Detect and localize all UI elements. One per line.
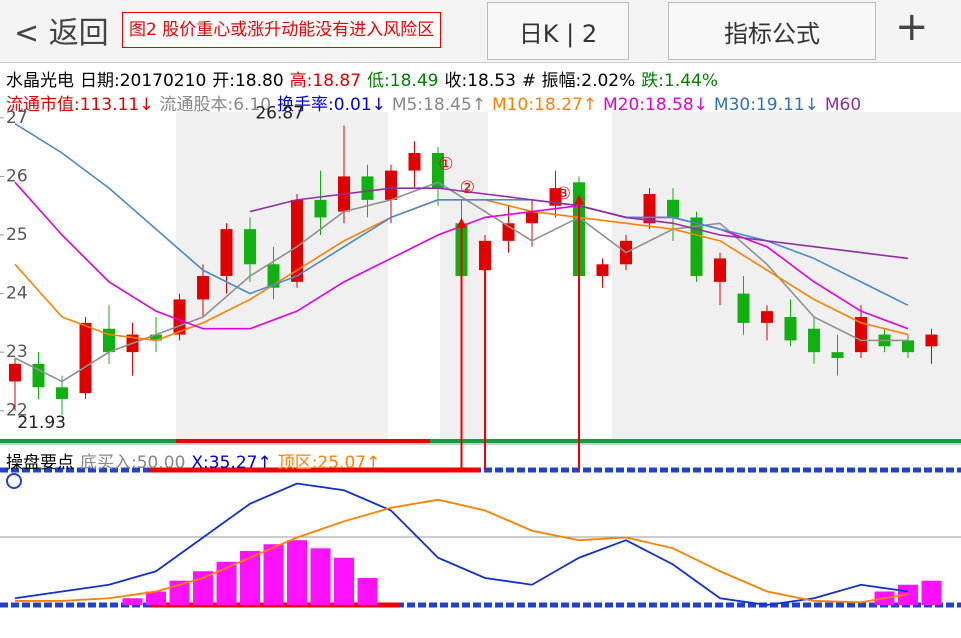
- quote-item: M30:19.11↓: [713, 95, 819, 115]
- quote-item: 水晶光电: [6, 71, 74, 91]
- candle-body: [291, 199, 303, 282]
- period-button[interactable]: 日K | 2: [487, 2, 629, 60]
- back-button[interactable]: < 返回: [14, 16, 109, 51]
- toolbar: < 返回 图2 股价重心或涨升动能没有进入风险区 日K | 2 指标公式 +: [0, 0, 961, 63]
- candle-body: [902, 340, 914, 353]
- shade: [612, 112, 961, 440]
- candle-body: [784, 317, 797, 341]
- bar: [334, 557, 354, 605]
- candle-body: [737, 293, 750, 323]
- candle-body: [32, 363, 45, 388]
- candle-body: [9, 363, 21, 382]
- candle-body: [667, 199, 679, 218]
- bar: [193, 571, 213, 605]
- candle-body: [432, 153, 444, 189]
- quote-item: M10:18.27↑: [492, 95, 597, 115]
- bar: [122, 598, 143, 605]
- candle-body: [549, 188, 562, 206]
- candle-body: [267, 264, 280, 288]
- bar: [357, 578, 378, 605]
- quote-item: 日期:20170210: [80, 71, 207, 91]
- candle-body: [526, 211, 538, 224]
- quote-item: M5:18.45↑: [391, 95, 487, 115]
- annotation: 21.93: [17, 413, 66, 433]
- add-button[interactable]: +: [895, 4, 929, 50]
- y-tick-label: 24: [6, 284, 28, 304]
- candle-body: [314, 199, 327, 218]
- arrow-head: [456, 217, 467, 228]
- candle-body: [197, 276, 209, 300]
- quote-item: 开:18.80: [212, 71, 284, 91]
- indicator-line: [14, 482, 909, 606]
- candle-body: [761, 311, 773, 323]
- bar: [310, 548, 331, 605]
- arrow-head: [574, 194, 584, 205]
- quote-item: 流通股本:6.10: [159, 95, 272, 115]
- candle-body: [714, 258, 726, 282]
- candle-body: [643, 194, 656, 224]
- candle-body: [150, 334, 162, 341]
- ma-line: [14, 123, 909, 307]
- y-tick-label: 22: [6, 401, 28, 421]
- quote-item: 操盘要点: [6, 453, 74, 473]
- quote-item: 换手率:0.01↓: [277, 95, 386, 115]
- quote-line: 水晶光电 日期:20170210 开:18.80 高:18.87 低:18.49 收:18…: [6, 66, 724, 91]
- quote-item: 高:18.87: [289, 71, 362, 91]
- y-tick-label: 27: [6, 108, 28, 128]
- bar: [216, 561, 237, 605]
- candle-body: [808, 328, 820, 353]
- candle-body: [408, 153, 421, 171]
- candle-body: [220, 229, 233, 276]
- candle-body: [56, 387, 68, 399]
- candle-body: [385, 170, 397, 200]
- quote-item: 流通市值:113.11↓: [6, 95, 154, 115]
- ma-line: [14, 181, 908, 383]
- quote-item: M60: [824, 95, 862, 115]
- quote-item: 低:18.49: [367, 71, 439, 91]
- bar: [287, 540, 307, 605]
- back-label: 返回: [48, 16, 109, 51]
- candle-body: [173, 299, 186, 335]
- indicator-line: 操盘要点 底买入:50.00 X:35.27↑ 顶区:25.07↑: [6, 448, 386, 473]
- annotation: 26.87: [255, 103, 304, 123]
- marker: [6, 473, 22, 489]
- bar: [240, 551, 260, 605]
- y-tick-label: 26: [6, 166, 28, 186]
- bar: [146, 591, 166, 605]
- candle-body: [244, 229, 256, 265]
- formula-button[interactable]: 指标公式: [668, 2, 876, 60]
- bar: [921, 580, 942, 605]
- annotation: ①: [438, 155, 453, 175]
- bar: [263, 544, 284, 605]
- shade: [176, 112, 388, 440]
- quote-item: 收:18.53: [444, 71, 516, 91]
- candle-body: [690, 217, 703, 276]
- quote-item: 底买入:50.00: [80, 453, 186, 473]
- y-tick-label: 23: [6, 342, 28, 362]
- arrow-head: [480, 253, 490, 263]
- candle-body: [596, 264, 609, 276]
- candle-body: [361, 176, 374, 200]
- quote-item: # 振幅:2.02%: [521, 71, 636, 91]
- annotation: ②: [460, 178, 475, 198]
- note: 图2 股价重心或涨升动能没有进入风险区: [122, 12, 442, 48]
- candle-body: [831, 352, 844, 358]
- quote-item: 跌:1.44%: [641, 71, 719, 91]
- quote-line: 流通市值:113.11↓ 流通股本:6.10 换手率:0.01↓ M5:18.45↑ M…: [6, 90, 867, 115]
- annotation: ③: [556, 184, 571, 204]
- candle-body: [79, 322, 92, 394]
- indicator-line: [15, 498, 909, 604]
- quote-item: M20:18.58↓: [602, 95, 708, 115]
- y-tick-label: 25: [6, 225, 28, 245]
- candle-body: [925, 334, 938, 347]
- candle-body: [855, 317, 867, 353]
- quote-item: X:35.27↑: [191, 453, 272, 473]
- quote-item: 顶区:25.07↑: [277, 453, 381, 473]
